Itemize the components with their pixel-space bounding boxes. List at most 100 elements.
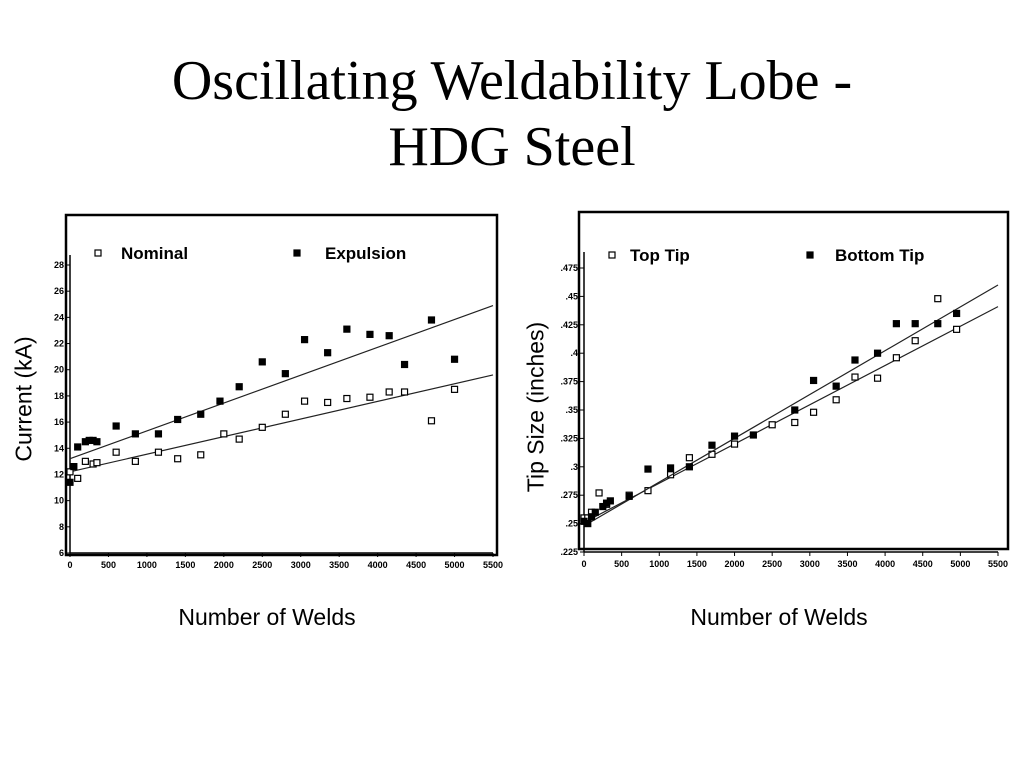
current-expulsion-point (93, 438, 101, 446)
tip-size-bottom-tip-point (791, 406, 799, 414)
current-x-tick-label: 2000 (214, 560, 234, 570)
current-y-tick-label: 18 (54, 391, 64, 401)
tip-size-x-tick-label: 2000 (725, 559, 745, 569)
tip-size-bottom-tip-point (832, 382, 840, 390)
tip-size-bottom-tip-point (685, 463, 693, 471)
current-expulsion-point (366, 330, 374, 338)
current-y-tick-label: 8 (59, 522, 64, 532)
current-y-tick-label: 10 (54, 496, 64, 506)
tip-size-bottom-tip-point (851, 356, 859, 364)
tip-size-bottom-tip-point (644, 465, 652, 473)
current-expulsion-point (174, 415, 182, 424)
slide-title: Oscillating Weldability Lobe - HDG Steel (0, 48, 1024, 180)
current-expulsion-point (281, 370, 289, 378)
tip-size-bottom-tip-trend-line (583, 284, 999, 527)
current-expulsion-point (197, 410, 205, 418)
current-expulsion-point (216, 397, 224, 405)
current-plot-frame (64, 213, 499, 557)
slide-title-line-2: HDG Steel (388, 116, 636, 178)
current-expulsion-point (400, 360, 409, 369)
tip-size-y-axis-label: Tip Size (inches) (522, 321, 549, 493)
tip-size-bottom-tip-point (591, 508, 599, 516)
tip-size-top-tip-trend-line (583, 306, 999, 523)
current-expulsion-point (450, 355, 459, 363)
tip-size-x-tick-label: 0 (581, 559, 586, 569)
tip-size-y-tick-label: .225 (560, 547, 578, 557)
current-nominal-point (324, 398, 332, 407)
tip-size-bottom-tip-point (584, 519, 592, 528)
current-nominal-point (427, 417, 436, 425)
current-y-tick-label: 14 (54, 443, 64, 453)
tip-size-legend-bottom-tip-label: Bottom Tip (835, 246, 924, 265)
tip-size-x-tick-label: 4500 (913, 559, 933, 569)
tip-size-y-tick-label: .475 (560, 263, 578, 273)
tip-size-top-tip-point (791, 418, 799, 427)
tip-size-x-tick-label: 5000 (950, 559, 970, 569)
current-expulsion-point (70, 463, 78, 471)
current-y-tick-label: 22 (54, 339, 64, 349)
tip-size-x-tick-label: 500 (614, 559, 629, 569)
current-expulsion-point (258, 358, 266, 366)
tip-size-y-tick-label: .275 (560, 490, 578, 500)
tip-size-bottom-tip-point (911, 320, 919, 328)
current-x-tick-label: 0 (67, 560, 72, 570)
current-nominal-point (81, 457, 89, 465)
tip-size-x-tick-label: 3000 (800, 559, 820, 569)
tip-size-bottom-tip-point (873, 349, 882, 357)
current-x-tick-label: 1500 (175, 560, 195, 570)
current-nominal-point (220, 430, 228, 438)
current-nominal-point (385, 388, 393, 396)
current-expulsion-point (427, 316, 436, 324)
current-x-tick-label: 3500 (329, 560, 349, 570)
current-nominal-point (74, 474, 82, 482)
tip-size-bottom-tip-point (952, 309, 961, 318)
current-nominal-point (131, 457, 139, 465)
current-x-tick-label: 4000 (368, 560, 388, 570)
current-nominal-point (281, 410, 289, 418)
current-expulsion-point (343, 325, 351, 333)
current-expulsion-point (385, 332, 393, 340)
tip-size-x-tick-label: 5500 (988, 559, 1008, 569)
tip-size-bottom-tip-point (708, 441, 716, 449)
tip-size-x-tick-label: 2500 (762, 559, 782, 569)
current-x-tick-label: 5000 (445, 560, 465, 570)
current-nominal-trend-line (69, 374, 494, 473)
tip-size-y-tick-label: .25 (565, 519, 578, 529)
tip-size-legend-bottom-tip-marker (806, 251, 814, 259)
current-legend-nominal-label: Nominal (121, 244, 188, 263)
current-nominal-point (258, 423, 266, 431)
current-x-tick-label: 5500 (483, 560, 503, 570)
tip-size-x-tick-label: 3500 (837, 559, 857, 569)
tip-size-top-tip-point (666, 471, 675, 479)
current-expulsion-point (300, 336, 309, 344)
current-expulsion-point (112, 422, 120, 430)
tip-size-top-tip-point (685, 454, 693, 462)
tip-size-x-tick-label: 1000 (649, 559, 669, 569)
tip-size-top-tip-point (832, 396, 840, 404)
tip-size-x-tick-label: 1500 (687, 559, 707, 569)
tip-size-x-axis-label: Number of Welds (690, 604, 868, 630)
tip-size-chart: 0 500 1000 1500 2000 2500 3000 3500 4000 4500 5000… (560, 210, 1010, 569)
tip-size-y-tick-label: .45 (565, 291, 578, 301)
current-y-tick-label: 24 (54, 312, 64, 322)
current-expulsion-point (324, 349, 332, 357)
current-nominal-point (366, 393, 374, 401)
current-nominal-point (93, 459, 101, 467)
current-chart: 0 500 1000 1500 2000 2500 3000 3500 4000 4500 5000… (54, 213, 503, 570)
tip-size-top-tip-point (911, 337, 919, 345)
current-legend-nominal-marker (94, 249, 102, 257)
current-nominal-point (174, 455, 182, 463)
tip-size-bottom-tip-point (809, 376, 818, 385)
tip-size-bottom-tip-point (892, 320, 900, 328)
current-expulsion-point (66, 478, 74, 486)
current-nominal-point (300, 397, 309, 405)
tip-size-y-tick-label: .375 (560, 377, 578, 387)
current-x-tick-label: 4500 (406, 560, 426, 570)
tip-size-plot-frame (577, 210, 1010, 551)
current-x-tick-label: 1000 (137, 560, 157, 570)
current-x-tick-label: 2500 (252, 560, 272, 570)
tip-size-legend-top-tip-marker (608, 251, 616, 259)
current-y-tick-label: 20 (54, 365, 64, 375)
slide-title-line-1: Oscillating Weldability Lobe - (171, 50, 853, 112)
